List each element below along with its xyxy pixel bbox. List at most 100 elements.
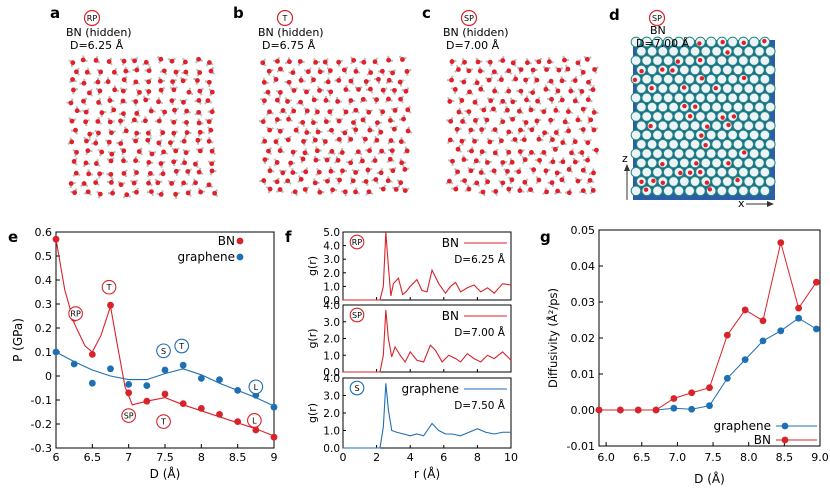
lattice-ring: [755, 46, 765, 56]
lattice-ring: [674, 93, 684, 103]
lattice-ring: [642, 74, 652, 84]
oxygen-atom: [133, 79, 138, 84]
lattice-ring: [685, 186, 695, 196]
oxygen-atom: [132, 118, 137, 123]
oxygen-atom: [644, 187, 648, 191]
x-tick-label: 8: [198, 451, 205, 464]
legend-note: D=7.00 Å: [454, 326, 506, 339]
oxygen-atom: [303, 187, 308, 192]
oxygen-atom: [566, 109, 571, 114]
surface-label: BN (hidden): [66, 26, 132, 39]
lattice-ring: [631, 149, 641, 159]
oxygen-atom: [550, 137, 555, 142]
oxygen-atom: [317, 170, 322, 175]
oxygen-atom: [402, 167, 407, 172]
lattice-ring: [765, 139, 775, 149]
oxygen-atom: [108, 172, 113, 177]
y-tick-label: 0.5: [35, 250, 53, 263]
y-tick-label: 2.0: [323, 334, 340, 346]
lattice-ring: [733, 84, 743, 94]
x-tick-label: 7.5: [704, 451, 722, 464]
lattice-ring: [722, 177, 732, 187]
oxygen-atom: [72, 159, 77, 164]
x-tick-label: 8.0: [740, 451, 758, 464]
oxygen-atom: [581, 127, 586, 132]
oxygen-atom: [173, 148, 178, 153]
data-point-BN: [162, 391, 169, 398]
lattice-ring: [728, 130, 738, 140]
lattice-ring: [749, 56, 759, 66]
oxygen-atom: [555, 189, 560, 194]
panel-letter-a: a: [50, 4, 60, 22]
oxygen-atom: [329, 149, 334, 154]
oxygen-atom: [134, 131, 139, 136]
oxygen-atom: [511, 60, 516, 65]
oxygen-atom: [291, 70, 296, 75]
y-axis-label: P (GPa): [11, 318, 25, 362]
oxygen-atom: [146, 131, 151, 136]
state-annotation: RP: [70, 310, 81, 319]
oxygen-atom: [72, 190, 77, 195]
x-tick-label: 8.5: [229, 451, 247, 464]
lattice-ring: [674, 130, 684, 140]
oxygen-atom: [122, 77, 127, 82]
oxygen-atom: [171, 159, 176, 164]
data-point-BN: [143, 398, 150, 405]
oxygen-atom: [170, 79, 175, 84]
lattice-ring: [679, 139, 689, 149]
y-tick-label: 3.0: [323, 317, 340, 329]
legend-label-graphene: graphene: [178, 250, 236, 264]
oxygen-atom: [329, 169, 334, 174]
oxygen-atom: [318, 69, 323, 74]
oxygen-atom: [305, 109, 310, 114]
lattice-ring: [744, 158, 754, 168]
surface-label: BN (hidden): [258, 26, 324, 39]
lattice-ring: [658, 84, 668, 94]
lattice-ring: [728, 167, 738, 177]
lattice-ring: [744, 46, 754, 56]
oxygen-atom: [84, 161, 89, 166]
x-axis-label: D (Å): [150, 466, 181, 481]
oxygen-atom: [548, 118, 553, 123]
oxygen-atom: [173, 192, 178, 197]
x-tick-label: 9: [271, 451, 278, 464]
lattice-ring: [669, 139, 679, 149]
lattice-ring: [755, 102, 765, 112]
oxygen-atom: [547, 59, 552, 64]
oxygen-atom: [353, 170, 358, 175]
oxygen-atom: [162, 110, 167, 115]
oxygen-atom: [121, 148, 126, 153]
oxygen-atom: [588, 117, 593, 122]
oxygen-atom: [562, 58, 567, 63]
oxygen-atom: [366, 110, 371, 115]
oxygen-atom: [447, 179, 452, 184]
oxygen-atom: [267, 69, 272, 74]
oxygen-atom: [485, 179, 490, 184]
data-point-BN: [653, 407, 660, 414]
oxygen-atom: [379, 149, 384, 154]
data-point-BN: [107, 302, 114, 309]
lattice-ring: [765, 102, 775, 112]
badge-label: RP: [87, 14, 98, 23]
z-arrowhead: [624, 164, 630, 171]
oxygen-atom: [121, 89, 126, 94]
lattice-ring: [647, 158, 657, 168]
lattice-ring: [690, 139, 700, 149]
oxygen-atom: [544, 67, 549, 72]
oxygen-atom: [98, 192, 103, 197]
oxygen-atom: [337, 119, 342, 124]
oxygen-atom: [375, 120, 380, 125]
oxygen-atom: [98, 89, 103, 94]
oxygen-atom: [197, 89, 202, 94]
oxygen-atom: [500, 99, 505, 104]
oxygen-atom: [124, 128, 129, 133]
oxygen-atom: [534, 78, 539, 83]
oxygen-atom: [516, 169, 521, 174]
oxygen-atom: [523, 78, 528, 83]
oxygen-atom: [473, 100, 478, 105]
lattice-ring: [722, 65, 732, 75]
oxygen-atom: [353, 127, 358, 132]
oxygen-atom: [492, 89, 497, 94]
oxygen-atom: [81, 99, 86, 104]
x-axis-label: D (Å): [694, 471, 725, 486]
